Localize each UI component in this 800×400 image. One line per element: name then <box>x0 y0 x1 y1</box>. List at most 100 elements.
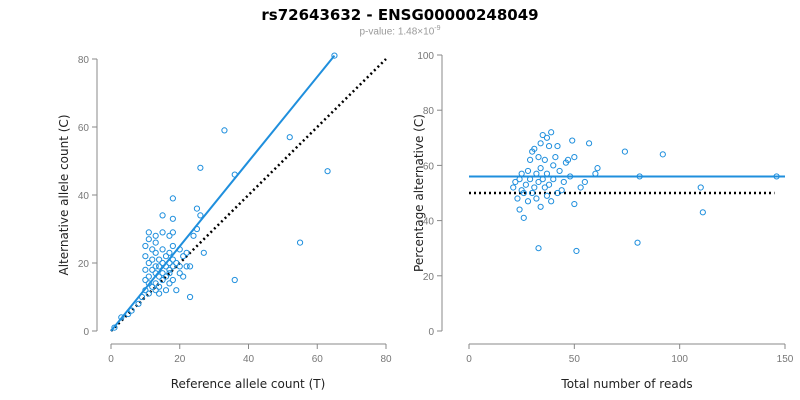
plot1-data-point <box>162 253 170 260</box>
plot1-x-tick-label: 20 <box>174 354 186 365</box>
plot2-data-point <box>514 195 521 202</box>
plot1-data-point <box>149 266 156 273</box>
plot1-data-point <box>149 283 156 290</box>
plot2-data-point <box>659 151 666 158</box>
plot1-data-point <box>159 229 166 236</box>
plot2-data-point <box>510 184 517 191</box>
plot2-data-point <box>516 176 523 183</box>
plot1-data-point <box>176 263 183 270</box>
plot1-data-point <box>190 232 197 239</box>
plot1-data-point <box>221 127 228 134</box>
plot1-data-point <box>118 314 125 321</box>
plot2-data-point <box>548 129 555 136</box>
plot2-data-point <box>535 245 542 252</box>
plot1-data-point <box>231 171 238 178</box>
plot2-data-point <box>537 140 544 147</box>
plot2-data-point <box>520 214 527 221</box>
plot2-data-point <box>524 167 532 175</box>
plot1-data-point <box>159 270 166 277</box>
plot1-data-point <box>135 300 142 307</box>
plot2-data-point <box>545 181 553 188</box>
plot2-data-point <box>564 156 572 163</box>
plot1-data-point <box>231 276 238 284</box>
plot1-data-point <box>145 236 152 243</box>
plot2-data-point <box>545 142 553 150</box>
plot1-data-point <box>152 280 159 287</box>
plot2-data-point <box>539 131 546 139</box>
plot2-data-point <box>543 192 551 199</box>
plot1-data-point <box>193 225 201 233</box>
plot2-data-point <box>541 184 548 191</box>
plot1-data-point <box>159 259 166 267</box>
plot2-y-tick-label: 60 <box>423 161 435 172</box>
plot2-y-tick-label: 20 <box>423 272 435 283</box>
plot1-data-point <box>180 273 187 280</box>
plot2-data-point <box>558 187 565 194</box>
plot1-data-point <box>169 215 176 222</box>
plot2-data-point <box>550 162 557 169</box>
plot2-y-tick-label: 40 <box>423 217 435 228</box>
plot2-data-point <box>526 156 534 163</box>
plot1-data-point <box>183 263 190 270</box>
plot1-data-point <box>111 324 118 331</box>
plot2-data-point <box>621 148 628 155</box>
plot1-x-tick-label: 60 <box>312 354 324 365</box>
plot2-data-point <box>577 184 584 191</box>
plot2-y-tick-label: 100 <box>417 51 434 62</box>
plot2-data-point <box>529 189 536 197</box>
plot1-data-point <box>176 246 183 253</box>
plot1-data-point <box>169 229 176 236</box>
plot2-data-point <box>512 178 519 186</box>
plot2-data-point <box>539 176 546 183</box>
plot1-data-point <box>180 253 187 260</box>
plot1-data-point <box>296 239 304 246</box>
p-value-text: p-value: 1.48×10 <box>359 26 435 38</box>
plot1-data-point <box>324 168 331 175</box>
plot1-data-point <box>286 134 293 141</box>
plot1-x-tick-label: 0 <box>108 354 114 365</box>
plot1-reference-line <box>110 58 387 332</box>
plot1-y-tick-label: 20 <box>78 259 90 270</box>
plot2-data-point <box>516 206 523 213</box>
plot2-data-point <box>541 156 548 163</box>
plot1-data-point <box>152 249 159 256</box>
plot2-data-point <box>592 170 599 177</box>
plot1-data-point <box>331 52 338 59</box>
plot1-data-point <box>166 249 173 256</box>
plot1-data-point <box>145 280 152 287</box>
plot1-y-axis-label: Alternative allele count (C) <box>57 115 71 276</box>
plot2-data-point <box>773 173 780 180</box>
plot1-data-point <box>145 290 152 297</box>
plot2-data-point <box>560 178 567 186</box>
plot2-data-point <box>556 167 563 175</box>
plot2-data-point <box>543 170 551 177</box>
plot2-y-axis-label: Percentage alternative (C) <box>412 114 426 272</box>
plot1-data-point <box>156 283 163 290</box>
plot2-data-point <box>554 142 561 150</box>
plot2-data-point <box>552 154 559 161</box>
plot2-data-point <box>548 198 555 205</box>
plot2-data-point <box>537 165 544 172</box>
plot1-data-point <box>152 270 159 277</box>
plot2-data-point <box>520 189 527 197</box>
plot1-data-point <box>176 270 183 277</box>
plot1-data-point <box>128 307 135 314</box>
plot2-data-point <box>571 200 578 208</box>
plot1-data-point <box>169 256 176 263</box>
plot1-data-point <box>200 249 207 256</box>
plot1-data-point <box>125 310 132 318</box>
plot1-data-point <box>142 253 149 260</box>
plot2-data-point <box>567 173 574 180</box>
plot2-x-tick-label: 0 <box>466 354 472 365</box>
plot1-data-point <box>156 263 163 270</box>
plot1-data-point <box>169 276 176 284</box>
plot2-data-point <box>531 184 538 191</box>
plot2-data-point <box>533 170 540 177</box>
plot2-data-point <box>697 184 704 191</box>
plot1-y-tick-label: 60 <box>78 123 90 134</box>
plot2-data-point <box>634 239 641 246</box>
plot1-data-point <box>152 232 159 239</box>
plot2-data-point <box>535 154 542 161</box>
plot1-data-point <box>159 246 166 253</box>
